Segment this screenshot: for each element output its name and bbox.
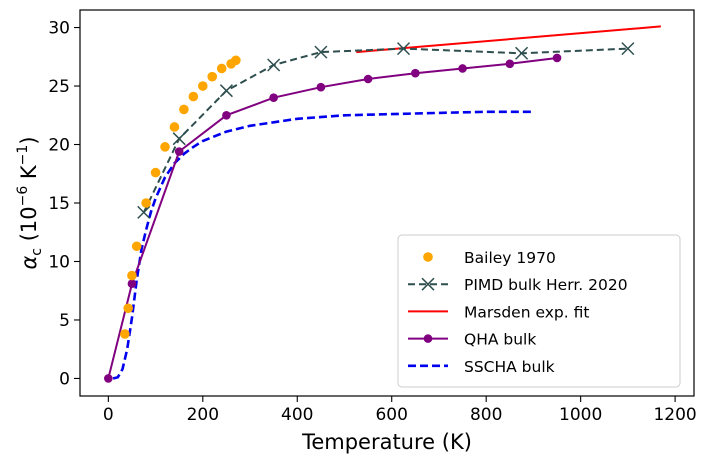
legend-label: Bailey 1970: [464, 249, 556, 267]
y-tick-label: 0: [59, 369, 70, 389]
qha-point: [104, 374, 113, 383]
bailey-point: [188, 91, 199, 102]
legend-entry-qha-bulk: QHA bulk: [408, 331, 536, 349]
pimd-marker: [314, 45, 328, 59]
series-qha-bulk: [104, 53, 562, 383]
qha-point: [222, 110, 231, 120]
qha-point: [127, 279, 137, 289]
bailey-point: [231, 55, 241, 66]
pimd-marker: [267, 58, 281, 72]
legend-box: [397, 234, 681, 388]
bailey-point: [198, 81, 208, 91]
x-tick-label: 600: [375, 405, 407, 425]
series-bailey-1970: [120, 55, 241, 339]
x-tick-label: 800: [470, 405, 502, 425]
qha-point: [363, 74, 373, 84]
sscha-line: [112, 110, 534, 380]
y-axis-symbol: α: [17, 256, 41, 270]
legend-label: Marsden exp. fit: [464, 303, 589, 321]
bailey-point: [150, 167, 161, 178]
series-pimd-bulk-herr-2020: [137, 42, 635, 219]
bailey-point: [179, 104, 189, 115]
marsden-line: [356, 25, 661, 54]
x-axis-title: Temperature (K): [301, 430, 472, 454]
pimd-marker: [397, 42, 411, 56]
qha-point: [505, 59, 515, 69]
qha-point: [552, 53, 562, 63]
x-tick-label: 1200: [653, 405, 696, 425]
axis-ticks: 0 200 400 600 800 1000 1200 0 5 10 15 20 25 30: [48, 19, 696, 425]
y-axis-close: ): [17, 136, 41, 144]
qha-point: [316, 82, 326, 92]
qha-point: [174, 147, 184, 156]
bailey-point: [123, 303, 133, 314]
pimd-marker: [172, 132, 186, 146]
pimd-marker: [515, 46, 529, 60]
bailey-point: [131, 241, 142, 252]
y-tick-label: 15: [48, 194, 70, 214]
bailey-point: [216, 63, 227, 74]
x-tick-label: 200: [187, 405, 219, 425]
qha-point: [411, 68, 420, 78]
bailey-point: [141, 198, 151, 208]
legend-label: SSCHA bulk: [464, 358, 555, 376]
qha-point: [458, 64, 467, 73]
qha-point: [269, 93, 278, 103]
y-tick-label: 25: [48, 77, 70, 97]
legend-swatch-marker: [421, 277, 435, 291]
legend-swatch-marker: [423, 334, 433, 343]
pimd-marker: [219, 84, 233, 98]
y-axis-subscript: c: [29, 248, 45, 256]
x-tick-label: 400: [281, 405, 313, 425]
bailey-point: [160, 142, 170, 152]
x-tick-label: 0: [103, 405, 114, 425]
bailey-point: [127, 270, 137, 281]
plot-frame: [79, 9, 695, 397]
plot-series: [104, 25, 661, 383]
legend-swatch: [423, 252, 433, 262]
y-axis-open: (10: [17, 206, 41, 248]
series-marsden-exp-fit: [356, 25, 661, 54]
legend-entry-marsden-exp-fit: Marsden exp. fit: [408, 303, 589, 321]
bailey-point: [207, 71, 218, 82]
legend-label: PIMD bulk Herr. 2020: [464, 276, 628, 294]
legend-label: QHA bulk: [464, 331, 536, 349]
legend-entry-bailey-1970: Bailey 1970: [423, 249, 556, 267]
pimd-line: [142, 47, 628, 213]
y-axis-unit-exponent: −1: [15, 145, 31, 166]
y-tick-label: 20: [48, 136, 70, 156]
x-tick-label: 1000: [559, 405, 602, 425]
y-axis-unit: K: [17, 164, 41, 186]
legend-entry-pimd-bulk-herr-2020: PIMD bulk Herr. 2020: [408, 276, 628, 294]
y-axis-exponent: −6: [15, 186, 31, 207]
series-sscha-bulk: [112, 110, 534, 380]
pimd-marker: [621, 42, 635, 56]
legend: Bailey 1970 PIMD bulk Herr. 2020 Marsden e…: [397, 234, 681, 388]
legend-entry-sscha-bulk: SSCHA bulk: [408, 358, 555, 376]
y-tick-label: 10: [48, 252, 70, 272]
pimd-marker: [137, 205, 151, 219]
y-axis-title: αc (10−6 K−1): [15, 136, 45, 269]
bailey-point: [169, 122, 180, 132]
bailey-point: [120, 329, 130, 339]
y-tick-label: 5: [59, 311, 70, 331]
y-tick-label: 30: [48, 19, 70, 39]
